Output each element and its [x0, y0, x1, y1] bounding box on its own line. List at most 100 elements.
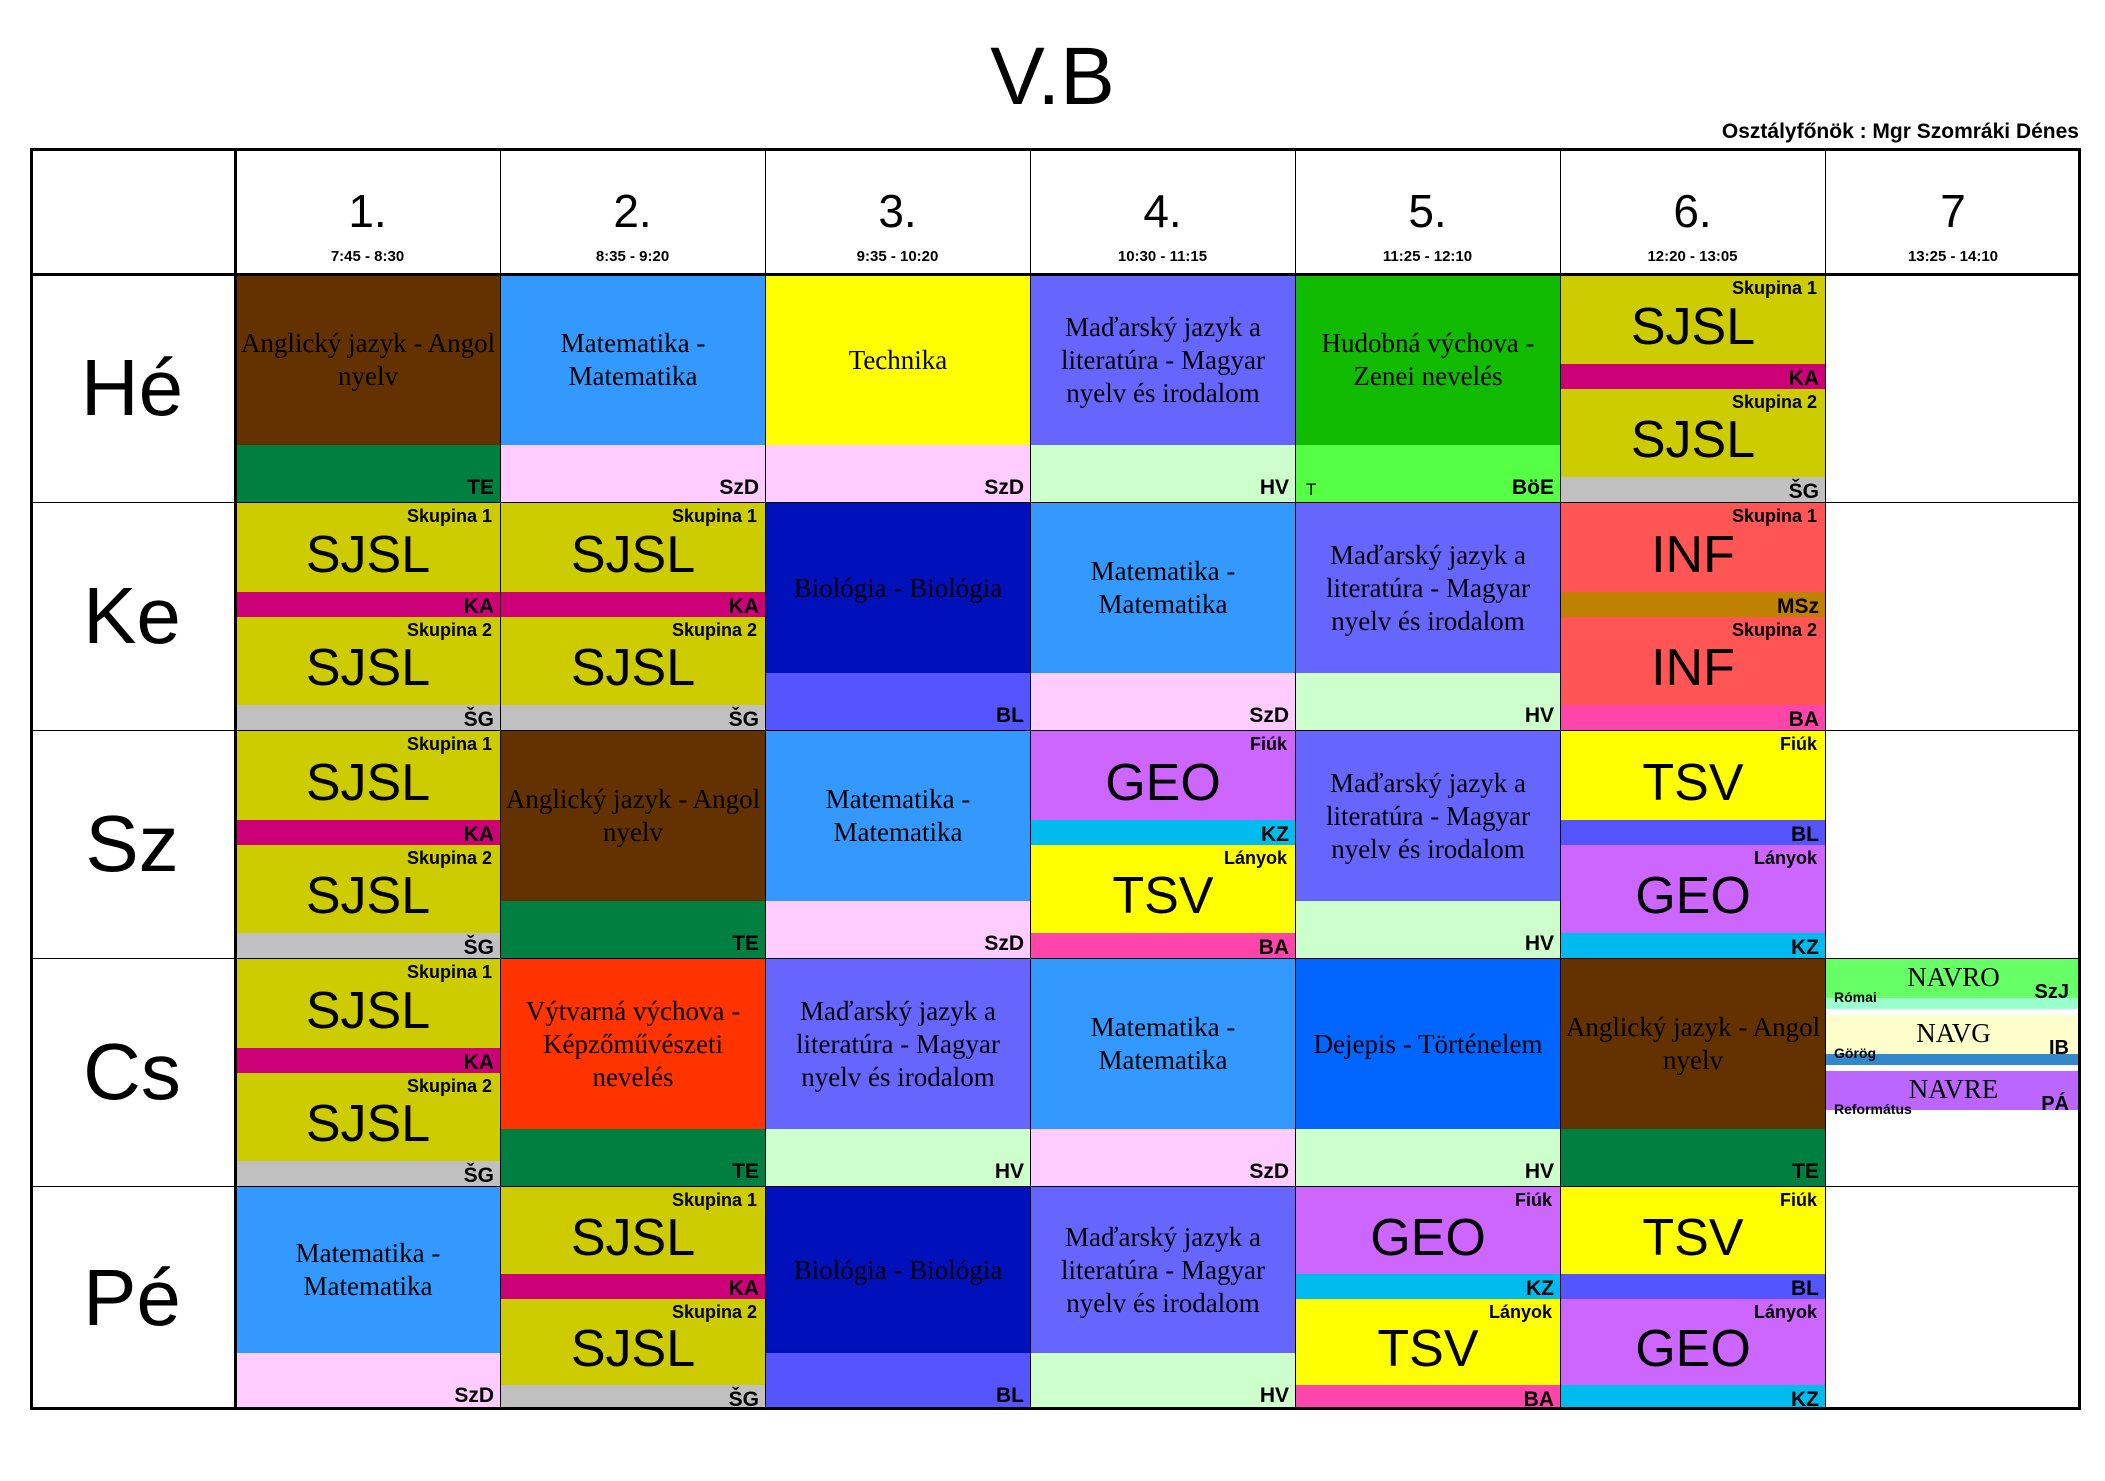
lesson-cell[interactable]: Matematika - Matematika SzD [501, 275, 765, 502]
teacher-code: KZ [1261, 822, 1289, 845]
teacher-band: HV [1296, 1129, 1560, 1186]
teacher-code: SzD [454, 1384, 494, 1407]
group-lesson[interactable]: Lányok GEO KZ [1561, 1298, 1825, 1410]
teacher-code: ŠG [728, 708, 759, 730]
lesson-cell[interactable]: Fiúk TSV BL Lányok GEO KZ [1561, 1187, 1825, 1410]
religion-option[interactable]: NAVRE Református PÁ [1826, 1071, 2081, 1121]
group-label: Fiúk [1514, 1190, 1552, 1210]
lesson-cell[interactable]: Skupina 1 SJSL KA Skupina 2 SJSL ŠG [236, 959, 500, 1186]
lesson-cell[interactable]: Anglický jazyk - Angol nyelv TE [236, 275, 500, 502]
subject-name: Maďarský jazyk a literatúra - Magyar nye… [1031, 275, 1295, 445]
teacher-code: SzJ [2034, 981, 2069, 1003]
lesson-cell[interactable]: Skupina 1 SJSL KA Skupina 2 SJSL ŠG [501, 1187, 765, 1410]
religion-option[interactable]: NAVG Görög IB [1826, 1015, 2081, 1065]
teacher-band: HV [1296, 673, 1560, 730]
group-lesson[interactable]: Skupina 1 SJSL KA [501, 1187, 765, 1299]
subject-abbrev: SJSL [305, 639, 431, 698]
lesson-cell[interactable]: Matematika - Matematika SzD [766, 731, 1030, 958]
teacher-band: KA [236, 1047, 500, 1073]
group-lesson[interactable]: Lányok GEO KZ [1561, 844, 1825, 958]
lesson-cell[interactable]: Technika SzD [766, 275, 1030, 502]
group-lesson[interactable]: Lányok TSV BA [1296, 1298, 1560, 1410]
group-lesson[interactable]: Skupina 1 SJSL KA [501, 503, 765, 617]
teacher-band: MSz [1561, 591, 1825, 617]
teacher-code: SzD [984, 932, 1024, 955]
period-number: 6. [1673, 185, 1712, 237]
group-label: Skupina 2 [671, 1301, 757, 1322]
group-label: Skupina 2 [406, 1075, 492, 1096]
teacher-code: TE [732, 1160, 759, 1183]
group-label: Fiúk [1779, 734, 1817, 754]
teacher-band: BL [1561, 819, 1825, 845]
group-lesson[interactable]: Skupina 2 INF BA [1561, 616, 1825, 730]
teacher-code: BL [996, 704, 1024, 727]
lesson-cell[interactable]: Maďarský jazyk a literatúra - Magyar nye… [1031, 1187, 1295, 1410]
subject-abbrev: GEO [1635, 867, 1751, 926]
teacher-code: ŠG [728, 1388, 759, 1410]
grid-line [500, 148, 501, 1410]
group-lesson[interactable]: Skupina 2 SJSL ŠG [236, 616, 500, 730]
group-lesson[interactable]: Fiúk TSV BL [1561, 1187, 1825, 1299]
subject-abbrev: SJSL [305, 525, 431, 584]
group-lesson[interactable]: Skupina 1 INF MSz [1561, 503, 1825, 617]
grid-line [1825, 148, 1826, 1410]
teacher-band: KZ [1296, 1273, 1560, 1299]
teacher-band: ŠG [501, 1385, 765, 1410]
lesson-cell[interactable]: Skupina 1 SJSL KA Skupina 2 SJSL ŠG [236, 503, 500, 730]
group-lesson[interactable]: Fiúk GEO KZ [1296, 1187, 1560, 1299]
group-lesson[interactable]: Skupina 2 SJSL ŠG [1561, 388, 1825, 502]
teacher-band: ŠG [1561, 477, 1825, 502]
lesson-cell[interactable]: Biológia - Biológia BL [766, 503, 1030, 730]
subject-name: Biológia - Biológia [766, 503, 1030, 673]
religion-option[interactable]: NAVRO Római SzJ [1826, 959, 2081, 1009]
lesson-cell[interactable]: Biológia - Biológia BL [766, 1187, 1030, 1410]
lesson-cell[interactable]: Anglický jazyk - Angol nyelv TE [1561, 959, 1825, 1186]
period-header: 4. 10:30 - 11:15 [1030, 148, 1295, 274]
group-lesson[interactable]: Fiúk GEO KZ [1031, 731, 1295, 845]
group-lesson[interactable]: Skupina 1 SJSL KA [236, 959, 500, 1073]
group-lesson[interactable]: Fiúk TSV BL [1561, 731, 1825, 845]
lesson-cell[interactable]: Skupina 1 INF MSz Skupina 2 INF BA [1561, 503, 1825, 730]
lesson-cell[interactable]: Skupina 1 SJSL KA Skupina 2 SJSL ŠG [1561, 275, 1825, 502]
period-number: 7 [1940, 185, 1966, 237]
subject-abbrev: GEO [1105, 753, 1221, 812]
lesson-cell[interactable]: Dejepis - Történelem HV [1296, 959, 1560, 1186]
grid-line [765, 148, 766, 1410]
lesson-cell[interactable]: Maďarský jazyk a literatúra - Magyar nye… [766, 959, 1030, 1186]
subject-abbrev: SJSL [570, 1320, 696, 1379]
group-lesson[interactable]: Skupina 1 SJSL KA [1561, 275, 1825, 389]
room-code: T [1306, 480, 1317, 499]
lesson-cell[interactable]: Hudobná výchova - Zenei nevelés BöE T [1296, 275, 1560, 502]
lesson-cell[interactable]: Matematika - Matematika SzD [1031, 503, 1295, 730]
teacher-band: KA [1561, 363, 1825, 389]
teacher-code: KA [728, 594, 759, 617]
teacher-code: BA [1258, 936, 1289, 958]
period-number: 3. [878, 185, 917, 237]
subject-name: Anglický jazyk - Angol nyelv [1561, 959, 1825, 1129]
lesson-cell[interactable]: Maďarský jazyk a literatúra - Magyar nye… [1296, 503, 1560, 730]
lesson-cell[interactable]: Fiúk GEO KZ Lányok TSV BA [1296, 1187, 1560, 1410]
lesson-cell[interactable]: Matematika - Matematika SzD [1031, 959, 1295, 1186]
lesson-cell[interactable]: NAVRO Római SzJ NAVG Görög IB NAVRE Református P… [1826, 959, 2081, 1186]
group-lesson[interactable]: Skupina 2 SJSL ŠG [501, 616, 765, 730]
group-lesson[interactable]: Lányok TSV BA [1031, 844, 1295, 958]
group-lesson[interactable]: Skupina 2 SJSL ŠG [236, 1072, 500, 1186]
lesson-cell[interactable]: Výtvarná výchova - Képzőművészeti nevelé… [501, 959, 765, 1186]
group-lesson[interactable]: Skupina 2 SJSL ŠG [236, 844, 500, 958]
group-lesson[interactable]: Skupina 1 SJSL KA [236, 731, 500, 845]
grid-line [1560, 148, 1561, 1410]
lesson-cell[interactable]: Skupina 1 SJSL KA Skupina 2 SJSL ŠG [236, 731, 500, 958]
lesson-cell[interactable]: Maďarský jazyk a literatúra - Magyar nye… [1031, 275, 1295, 502]
lesson-cell[interactable]: Skupina 1 SJSL KA Skupina 2 SJSL ŠG [501, 503, 765, 730]
teacher-code: ŠG [1788, 480, 1819, 502]
subject-name: Matematika - Matematika [766, 731, 1030, 901]
group-lesson[interactable]: Skupina 2 SJSL ŠG [501, 1298, 765, 1410]
lesson-cell[interactable]: Fiúk TSV BL Lányok GEO KZ [1561, 731, 1825, 958]
group-lesson[interactable]: Skupina 1 SJSL KA [236, 503, 500, 617]
lesson-cell[interactable]: Anglický jazyk - Angol nyelv TE [501, 731, 765, 958]
teacher-code: BöE [1512, 476, 1554, 499]
lesson-cell[interactable]: Fiúk GEO KZ Lányok TSV BA [1031, 731, 1295, 958]
lesson-cell[interactable]: Maďarský jazyk a literatúra - Magyar nye… [1296, 731, 1560, 958]
subject-abbrev: SJSL [570, 639, 696, 698]
lesson-cell[interactable]: Matematika - Matematika SzD [236, 1187, 500, 1410]
